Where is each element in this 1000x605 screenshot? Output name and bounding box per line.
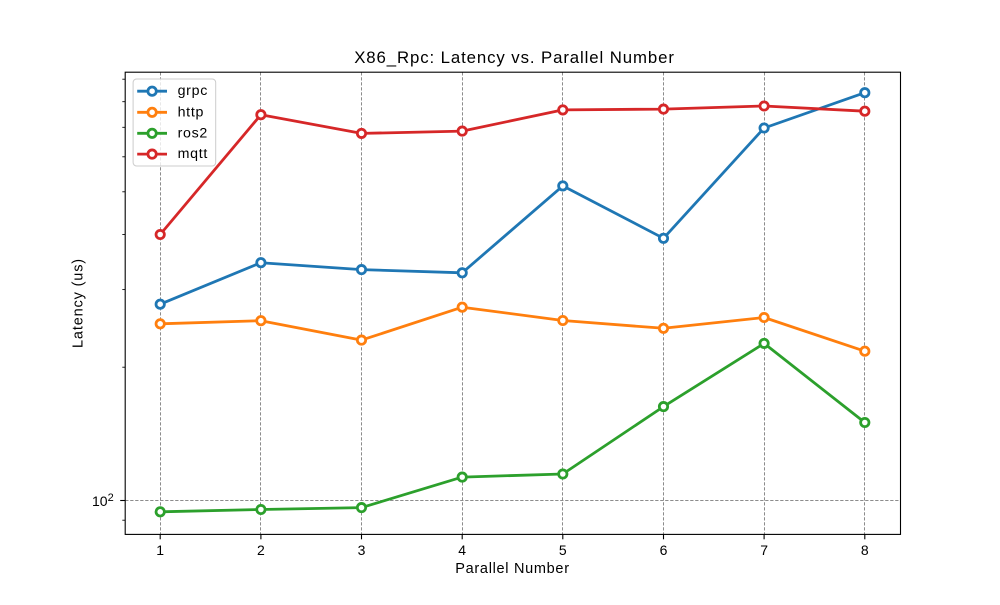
svg-text:grpc: grpc [178,83,208,99]
svg-text:5: 5 [559,542,567,558]
svg-text:X86_Rpc: Latency vs. Parallel: X86_Rpc: Latency vs. Parallel Number [354,48,675,67]
svg-text:Latency (us): Latency (us) [71,258,87,348]
svg-text:2: 2 [257,542,265,558]
svg-text:4: 4 [458,542,466,558]
svg-text:Parallel Number: Parallel Number [455,561,569,577]
svg-text:8: 8 [861,542,869,558]
svg-text:3: 3 [358,542,366,558]
svg-text:ros2: ros2 [178,125,208,141]
svg-text:http: http [178,104,204,120]
svg-text:mqtt: mqtt [178,146,208,162]
svg-text:7: 7 [760,542,768,558]
svg-text:1: 1 [156,542,164,558]
svg-text:6: 6 [660,542,668,558]
